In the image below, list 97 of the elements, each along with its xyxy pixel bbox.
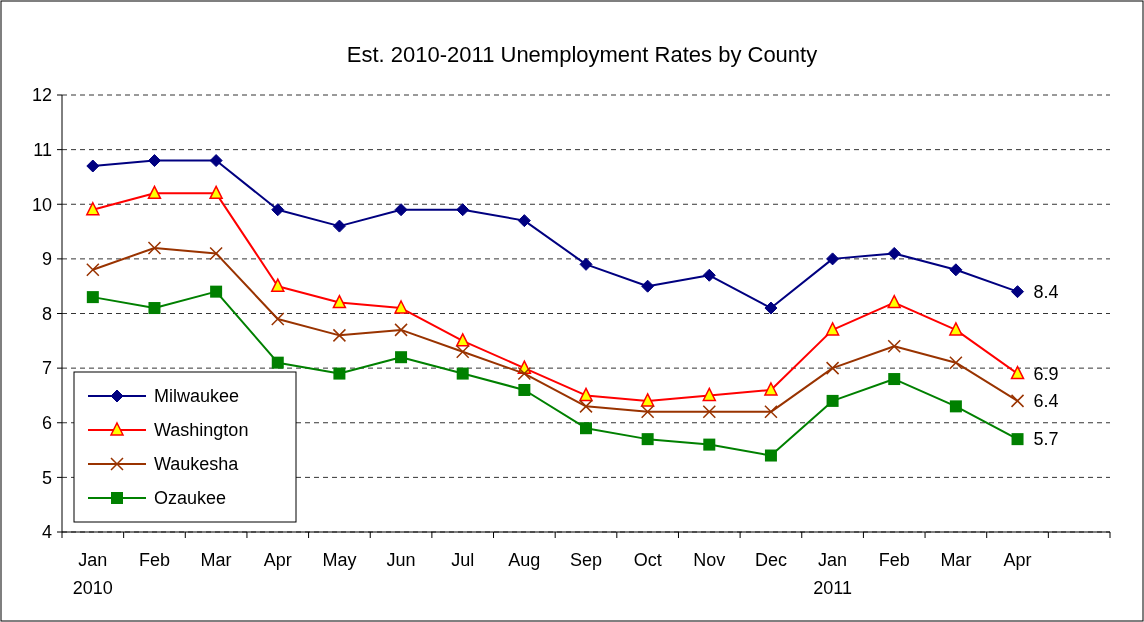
point <box>148 302 161 315</box>
point <box>517 366 532 381</box>
x-tick-label: Apr <box>263 550 292 570</box>
x-tick-label: May <box>322 550 357 570</box>
x-tick-label: Dec <box>754 550 787 570</box>
x-tick-label: Oct <box>633 550 662 570</box>
y-tick-label: 10 <box>31 194 52 215</box>
point <box>455 344 470 359</box>
point <box>147 154 161 168</box>
point <box>887 246 901 260</box>
point <box>702 405 717 419</box>
x-tick-label: Jan 2010 <box>72 550 113 598</box>
x-tick-label: Aug <box>508 550 541 570</box>
point <box>703 438 716 451</box>
x-tick-label: Feb <box>138 550 170 570</box>
point <box>209 154 223 168</box>
point <box>394 323 408 337</box>
point <box>271 356 284 369</box>
legend-label: Milwaukee <box>154 386 240 407</box>
point <box>332 219 346 233</box>
x-tick-label: Feb <box>878 550 910 570</box>
x-tick-label: Mar <box>940 550 972 570</box>
point <box>579 387 593 402</box>
point <box>271 203 285 217</box>
legend-label: Waukesha <box>154 454 240 475</box>
point <box>210 285 223 298</box>
point <box>949 263 963 277</box>
point <box>888 373 901 386</box>
x-tick-label: Nov <box>693 550 726 570</box>
point <box>86 263 100 277</box>
y-tick-label: 11 <box>33 139 52 160</box>
point <box>1011 433 1024 446</box>
point <box>1010 394 1025 408</box>
x-tick-label: Apr <box>1003 550 1032 570</box>
x-tick-label: Jan 2011 <box>813 550 852 598</box>
point <box>949 322 963 336</box>
point <box>825 322 840 336</box>
point <box>209 246 223 261</box>
annotation: 5.7 <box>1033 429 1059 450</box>
x-tick-label: Jun <box>386 550 416 570</box>
x-tick-label: Sep <box>569 550 603 570</box>
point <box>764 382 778 396</box>
point <box>580 422 592 435</box>
y-tick-label: 9 <box>41 249 52 270</box>
annotation: 8.4 <box>1033 281 1059 302</box>
chart-title: Est. 2010-2011 Unemployment Rates by County <box>346 42 818 67</box>
point <box>702 387 717 402</box>
point <box>395 351 408 364</box>
point <box>271 312 285 326</box>
point <box>887 294 901 309</box>
point <box>333 367 346 380</box>
point <box>455 333 470 347</box>
annotation: 6.9 <box>1033 363 1059 384</box>
point <box>332 328 347 343</box>
point <box>702 268 716 282</box>
y-tick-label: 8 <box>41 303 52 324</box>
point <box>640 405 655 419</box>
point <box>579 399 593 414</box>
point <box>394 203 408 217</box>
point <box>332 294 347 309</box>
point <box>518 383 531 396</box>
point <box>517 214 531 228</box>
point <box>86 201 100 216</box>
point <box>579 257 593 271</box>
point <box>949 400 962 413</box>
point <box>826 252 840 266</box>
point <box>147 185 162 200</box>
point <box>764 301 778 315</box>
point <box>1010 365 1025 380</box>
point <box>271 278 285 292</box>
point <box>641 279 655 293</box>
point <box>887 339 901 354</box>
x-tick-label: Mar <box>200 550 232 570</box>
point <box>456 367 469 380</box>
point <box>1011 285 1025 299</box>
point <box>209 185 223 200</box>
point <box>86 159 100 173</box>
point <box>394 300 408 314</box>
point <box>764 405 778 419</box>
point <box>826 394 839 407</box>
point <box>764 449 777 462</box>
y-tick-label: 5 <box>41 467 52 488</box>
x-tick-label: Jul <box>451 550 475 570</box>
legend-label: Ozaukee <box>154 488 227 509</box>
y-tick-label: 4 <box>41 522 52 543</box>
point <box>456 203 470 217</box>
y-tick-label: 6 <box>41 413 52 434</box>
y-tick-label: 12 <box>31 85 52 106</box>
legend-label: Washington <box>154 420 249 441</box>
point <box>640 393 655 407</box>
point <box>147 241 162 255</box>
annotation: 6.4 <box>1033 391 1059 412</box>
point <box>86 291 99 304</box>
point <box>949 355 963 370</box>
point <box>641 433 654 446</box>
point <box>825 361 840 375</box>
y-tick-label: 7 <box>41 358 52 379</box>
